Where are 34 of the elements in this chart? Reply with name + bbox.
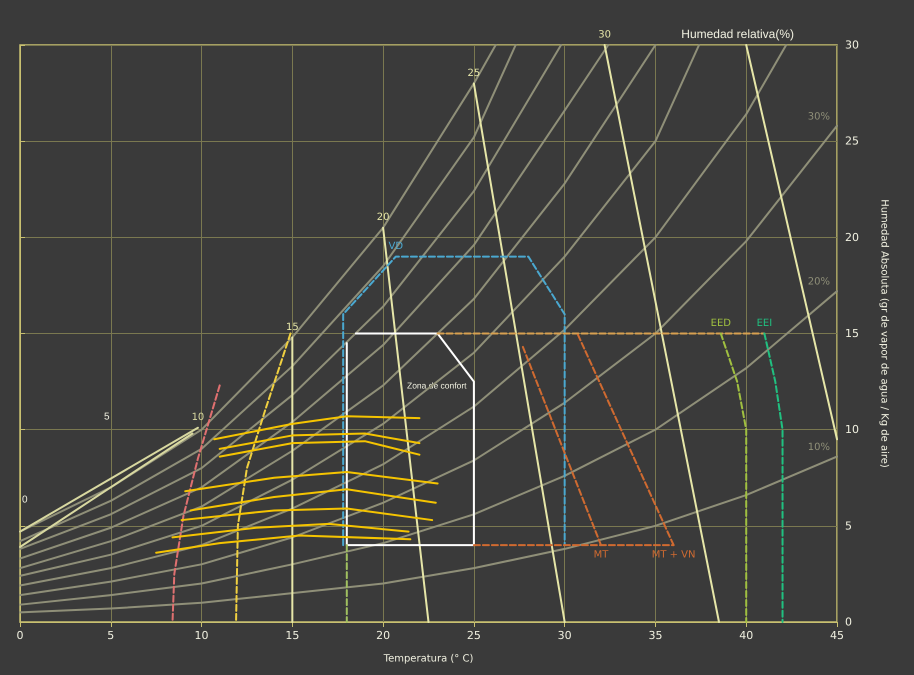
x-tick-label: 20 <box>376 629 390 642</box>
x-tick-label: 5 <box>107 629 114 642</box>
x-tick-label: 30 <box>558 629 572 642</box>
series-label: EEI <box>756 318 772 329</box>
text: Humedad relativa(%) <box>681 27 794 41</box>
x-tick-label: 45 <box>830 629 844 642</box>
series-label: 30 <box>598 30 611 40</box>
y-tick-label: 25 <box>845 134 859 148</box>
y-tick-label: 30 <box>845 38 859 52</box>
x-tick-label: 35 <box>648 629 662 642</box>
series-label: MT <box>594 550 610 561</box>
y-tick-label: 15 <box>845 327 859 340</box>
x-tick-label: 10 <box>194 629 209 642</box>
series-label: 10 <box>192 412 204 424</box>
annotation: 0 <box>22 494 28 506</box>
y-tick-label: 10 <box>845 423 859 436</box>
series-label: 20 <box>376 212 390 224</box>
series-label: 15 <box>286 322 299 333</box>
annotation: 5 <box>104 412 110 422</box>
series-label: 10% <box>808 442 830 454</box>
series-label: 20% <box>808 276 830 288</box>
series-label: MT + VN <box>652 550 696 561</box>
y-axis-title: Humedad Absoluta (gr de vapor de agua / Kg de aire) <box>878 199 890 468</box>
x-axis-title: Temperatura (° C) <box>382 654 474 664</box>
x-tick-label: 25 <box>466 629 481 642</box>
series-label: 30% <box>808 111 830 122</box>
y-tick-label: 5 <box>845 519 852 532</box>
x-tick-label: 15 <box>285 629 300 642</box>
x-tick-label: 40 <box>739 629 754 642</box>
y-tick-label: 0 <box>845 616 852 628</box>
x-tick-label: 0 <box>16 629 24 642</box>
series-label: 25 <box>468 68 480 79</box>
series-label: EED <box>710 318 732 329</box>
y-tick-label: 20 <box>845 230 859 244</box>
